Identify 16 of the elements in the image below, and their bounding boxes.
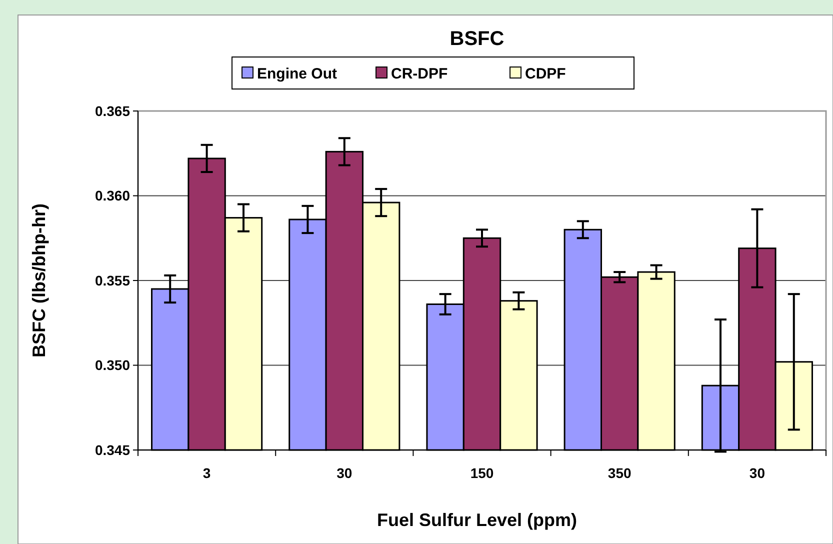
x-tick-label: 3 xyxy=(202,465,211,481)
legend-label: CR-DPF xyxy=(391,65,448,82)
y-tick-label: 0.350 xyxy=(94,357,130,374)
y-tick-label: 0.360 xyxy=(94,188,130,204)
y-axis-title: BSFC (lbs/bhp-hr) xyxy=(29,204,49,358)
x-tick-label: 150 xyxy=(470,465,494,481)
legend-label: CDPF xyxy=(525,65,566,82)
x-tick-label: 350 xyxy=(608,465,632,481)
legend-label: Engine Out xyxy=(257,65,337,82)
y-tick-label: 0.365 xyxy=(94,102,130,119)
x-tick-label: 30 xyxy=(336,465,352,481)
x-tick-label: 30 xyxy=(749,465,766,481)
y-tick-label: 0.355 xyxy=(94,272,130,288)
y-tick-label: 0.345 xyxy=(94,442,130,458)
chart-title: BSFC xyxy=(450,28,504,50)
x-axis-title: Fuel Sulfur Level (ppm) xyxy=(376,510,578,530)
